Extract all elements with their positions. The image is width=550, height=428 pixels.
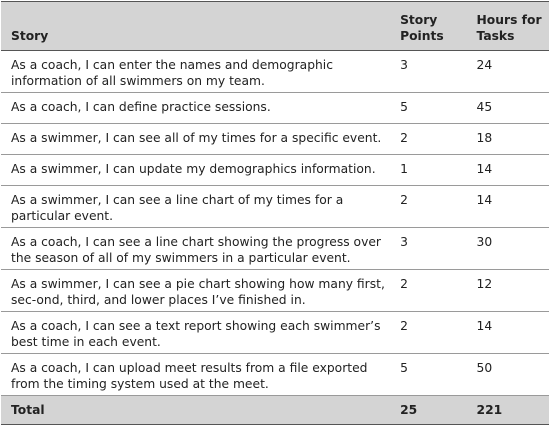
points-cell: 3 [400,51,476,93]
points-cell: 2 [400,186,476,228]
total-hours: 221 [477,396,549,425]
hours-cell: 14 [477,186,549,228]
hours-cell: 12 [477,270,549,312]
story-cell: As a coach, I can enter the names and de… [1,51,400,93]
points-cell: 5 [400,93,476,124]
header-story-points: Story Points [400,2,476,51]
header-row: Story Story Points Hours for Tasks [1,2,549,51]
hours-cell: 14 [477,312,549,354]
total-points: 25 [400,396,476,425]
story-cell: As a coach, I can see a text report show… [1,312,400,354]
points-cell: 5 [400,354,476,396]
story-cell: As a swimmer, I can update my demographi… [1,155,400,186]
hours-cell: 45 [477,93,549,124]
story-cell: As a coach, I can upload meet results fr… [1,354,400,396]
points-cell: 2 [400,270,476,312]
table-row: As a coach, I can enter the names and de… [1,51,549,93]
table-row: As a swimmer, I can update my demographi… [1,155,549,186]
hours-cell: 24 [477,51,549,93]
story-cell: As a swimmer, I can see a line chart of … [1,186,400,228]
table-row: As a coach, I can see a text report show… [1,312,549,354]
hours-cell: 18 [477,124,549,155]
points-cell: 2 [400,312,476,354]
story-cell: As a swimmer, I can see all of my times … [1,124,400,155]
table-row: As a swimmer, I can see all of my times … [1,124,549,155]
header-hours-for-tasks: Hours for Tasks [477,2,549,51]
story-cell: As a coach, I can define practice sessio… [1,93,400,124]
table-row: As a coach, I can define practice sessio… [1,93,549,124]
header-story: Story [1,2,400,51]
table-row: As a swimmer, I can see a pie chart show… [1,270,549,312]
total-label: Total [1,396,400,425]
table-row: As a coach, I can upload meet results fr… [1,354,549,396]
points-cell: 2 [400,124,476,155]
points-cell: 3 [400,228,476,270]
hours-cell: 14 [477,155,549,186]
hours-cell: 50 [477,354,549,396]
table-row: As a coach, I can see a line chart showi… [1,228,549,270]
table-row: As a swimmer, I can see a line chart of … [1,186,549,228]
story-cell: As a coach, I can see a line chart showi… [1,228,400,270]
story-cell: As a swimmer, I can see a pie chart show… [1,270,400,312]
points-cell: 1 [400,155,476,186]
hours-cell: 30 [477,228,549,270]
total-row: Total 25 221 [1,396,549,425]
